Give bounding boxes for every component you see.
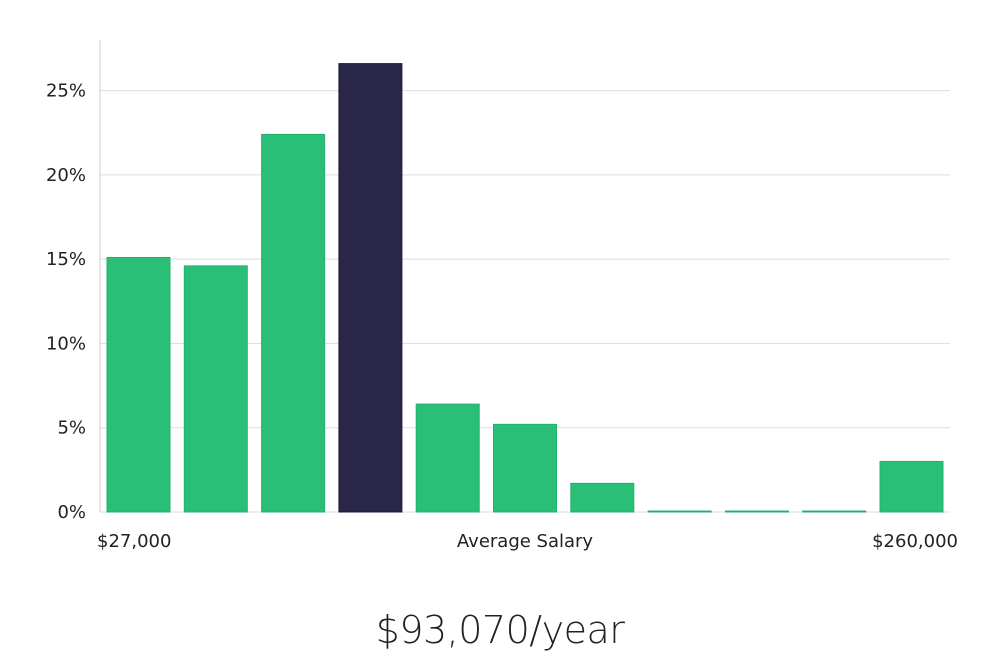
x-min-label: $27,000 (97, 531, 171, 552)
y-tick-label: 0% (57, 502, 86, 523)
y-tick-labels: 0% 5% 10% 15% 20% 25% (46, 81, 86, 523)
y-tick-label: 20% (46, 165, 86, 186)
bar (802, 510, 867, 513)
y-tick-label: 10% (46, 333, 86, 354)
y-tick-label: 5% (57, 418, 86, 439)
x-max-label: $260,000 (872, 531, 958, 552)
bar (415, 403, 480, 513)
bar (570, 482, 635, 513)
x-axis-title: Average Salary (457, 531, 594, 552)
bar (261, 133, 326, 513)
y-tick-label: 15% (46, 249, 86, 270)
bar-average-salary (338, 63, 403, 513)
bar (183, 265, 248, 513)
bars (106, 63, 944, 513)
average-salary-value: $93,070/year (375, 608, 625, 652)
bar (106, 256, 171, 513)
bar (879, 460, 944, 513)
bar (493, 423, 557, 513)
y-tick-label: 25% (46, 81, 86, 102)
salary-histogram: 0%5%10%15%20%25% $27,000 Average Salary … (46, 40, 958, 552)
bar (724, 510, 789, 513)
bar (647, 510, 712, 513)
